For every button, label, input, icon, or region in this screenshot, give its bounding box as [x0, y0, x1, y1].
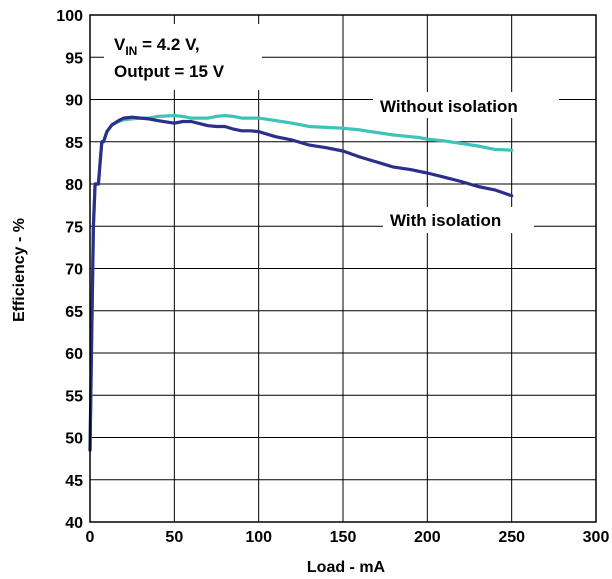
- y-tick-label: 95: [65, 50, 83, 67]
- legend-label-background-without: [373, 92, 559, 118]
- vin-value: = 4.2 V,: [137, 35, 199, 54]
- series-lines: [88, 113, 514, 452]
- y-tick-label: 65: [65, 304, 83, 321]
- x-tick-label: 250: [498, 529, 525, 546]
- y-tick-label: 85: [65, 135, 83, 152]
- y-tick-label: 70: [65, 262, 83, 279]
- vin-annotation: VIN = 4.2 V,: [114, 35, 200, 58]
- x-tick-label: 50: [165, 529, 183, 546]
- y-tick-label: 100: [56, 8, 83, 25]
- plot-frame: [89, 14, 597, 523]
- y-tick-label: 50: [65, 431, 83, 448]
- x-tick-label: 0: [86, 529, 95, 546]
- series-line-without-isolation: [88, 113, 514, 452]
- y-tick-label: 90: [65, 93, 83, 110]
- series-label-with-isolation: With isolation: [390, 211, 501, 230]
- x-axis-label: Load - mA: [307, 559, 386, 576]
- annotation-background: [104, 24, 262, 90]
- y-tick-label: 55: [65, 388, 83, 405]
- series-line-with-isolation: [88, 115, 514, 452]
- series-label-without-isolation: Without isolation: [380, 97, 518, 116]
- grid-lines: [89, 14, 597, 523]
- x-tick-label: 150: [330, 529, 357, 546]
- y-tick-label: 60: [65, 346, 83, 363]
- y-tick-label: 40: [65, 515, 83, 532]
- vin-subscript: IN: [125, 44, 137, 58]
- x-tick-label: 200: [414, 529, 441, 546]
- x-tick-labels: 0 50 100 150 200 250 300: [86, 529, 610, 546]
- legend-label-background-with: [383, 207, 534, 233]
- y-tick-label: 80: [65, 177, 83, 194]
- y-tick-label: 75: [65, 219, 83, 236]
- y-axis-label: Efficiency - %: [11, 218, 28, 322]
- x-tick-label: 300: [583, 529, 610, 546]
- vin-symbol: V: [114, 35, 126, 54]
- x-tick-label: 100: [245, 529, 272, 546]
- y-tick-label: 45: [65, 473, 83, 490]
- y-tick-labels: 40 45 50 55 60 65 70 75 80 85 90 95 100: [56, 8, 83, 532]
- output-annotation: Output = 15 V: [114, 62, 225, 81]
